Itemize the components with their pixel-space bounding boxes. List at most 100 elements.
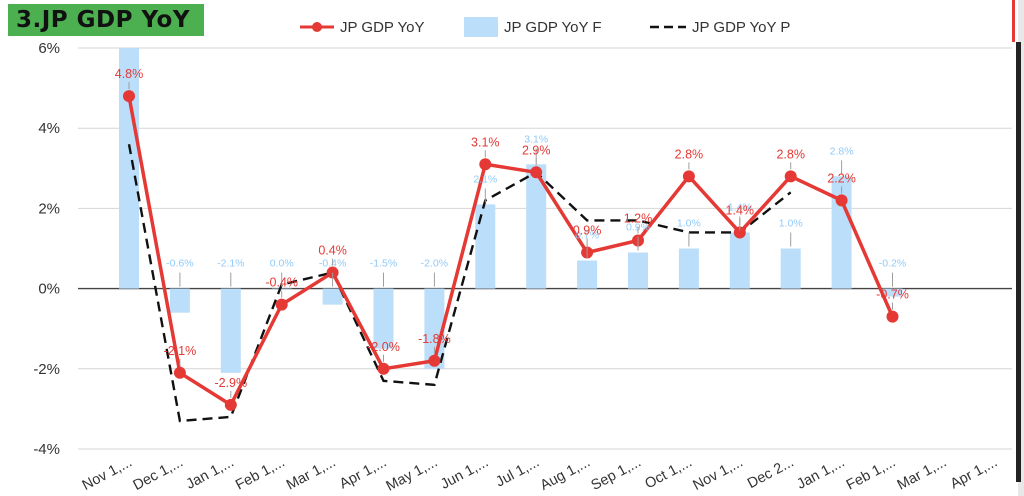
actual-point bbox=[835, 194, 848, 207]
forecast-bar bbox=[220, 288, 241, 373]
forecast-data-label: 2.8% bbox=[830, 145, 854, 157]
actual-data-label: 1.4% bbox=[726, 203, 755, 217]
actual-data-label: 3.1% bbox=[471, 135, 500, 149]
forecast-data-label: 0.7% bbox=[575, 230, 599, 242]
forecast-data-label: 1.0% bbox=[779, 218, 803, 230]
x-tick-label: Apr 1,... bbox=[948, 454, 1000, 492]
legend-label-forecast: JP GDP YoY F bbox=[504, 19, 602, 36]
actual-data-label: 2.8% bbox=[675, 147, 704, 161]
x-tick-label: Dec 1,... bbox=[131, 454, 186, 493]
actual-data-label: -0.4% bbox=[265, 276, 298, 290]
actual-point bbox=[173, 366, 186, 379]
forecast-data-label: 3.1% bbox=[524, 133, 548, 145]
actual-data-label: 1.2% bbox=[624, 211, 653, 225]
x-tick-label: Aug 1,... bbox=[538, 454, 593, 493]
forecast-bar bbox=[475, 204, 496, 289]
forecast-data-label: -2.0% bbox=[421, 258, 448, 270]
forecast-bar bbox=[678, 248, 699, 289]
forecast-bars bbox=[119, 48, 903, 373]
actual-point bbox=[326, 266, 339, 279]
actual-data-label: 2.2% bbox=[827, 171, 856, 185]
x-tick-label: Sep 1,... bbox=[589, 454, 644, 493]
x-tick-label: Apr 1,... bbox=[337, 454, 389, 492]
forecast-bar bbox=[424, 288, 445, 369]
x-tick-label: Jul 1,... bbox=[493, 454, 542, 490]
actual-series-line bbox=[127, 95, 895, 407]
actual-data-label: 0.4% bbox=[318, 244, 347, 258]
x-tick-label: May 1,... bbox=[384, 454, 441, 494]
previous-series-line bbox=[127, 144, 792, 423]
y-tick-label: 0% bbox=[38, 281, 60, 298]
forecast-bar bbox=[169, 288, 190, 313]
actual-point bbox=[682, 170, 695, 183]
actual-point bbox=[530, 166, 543, 179]
actual-data-label: 2.9% bbox=[522, 143, 551, 157]
actual-point bbox=[886, 310, 899, 323]
actual-data-label: -2.0% bbox=[367, 340, 400, 354]
actual-point bbox=[733, 226, 746, 239]
actual-point bbox=[377, 362, 390, 375]
forecast-data-label: -0.6% bbox=[166, 258, 193, 270]
y-axis: 6% 4% 2% 0% -2% -4% bbox=[33, 40, 60, 458]
forecast-data-label: -1.5% bbox=[370, 258, 397, 270]
x-tick-label: Jan 1,... bbox=[184, 454, 237, 492]
forecast-data-label: 0.0% bbox=[270, 258, 294, 270]
forecast-bar bbox=[628, 252, 648, 289]
actual-point bbox=[275, 298, 288, 311]
x-axis: Nov 1,...Dec 1,...Jan 1,...Feb 1,...Mar … bbox=[80, 454, 1000, 494]
data-labels: -0.6% -2.1% 0.0% -0.4% -1.5% -2.0% 2.1% 3.1% 0.7… bbox=[115, 67, 909, 398]
actual-data-label: -2.1% bbox=[164, 344, 197, 358]
actual-data-label: 2.8% bbox=[776, 147, 805, 161]
legend-label-previous: JP GDP YoY P bbox=[692, 19, 790, 36]
forecast-bar bbox=[882, 288, 903, 297]
x-tick-label: Nov 1,... bbox=[690, 454, 745, 493]
y-tick-label: -2% bbox=[33, 361, 60, 378]
x-tick-label: Nov 1,... bbox=[80, 454, 135, 493]
x-tick-label: Mar 1,... bbox=[895, 454, 949, 493]
x-tick-label: Mar 1,... bbox=[284, 454, 338, 493]
edge-accent-black bbox=[1016, 42, 1021, 482]
legend-item-actual[interactable]: JP GDP YoY bbox=[300, 19, 425, 36]
legend-item-previous[interactable]: JP GDP YoY P bbox=[650, 19, 790, 36]
x-tick-label: Jun 1,... bbox=[438, 454, 491, 492]
y-tick-label: 2% bbox=[38, 200, 60, 217]
actual-data-label: -1.8% bbox=[418, 332, 451, 346]
actual-point bbox=[123, 90, 135, 103]
forecast-data-label: 1.4% bbox=[728, 201, 752, 213]
x-tick-label: Feb 1,... bbox=[844, 454, 898, 493]
actual-line bbox=[123, 90, 899, 411]
legend-item-forecast[interactable]: JP GDP YoY F bbox=[464, 17, 602, 37]
legend-label-actual: JP GDP YoY bbox=[340, 19, 425, 36]
chart-title: 3.JP GDP YoY bbox=[8, 4, 204, 36]
y-tick-label: 6% bbox=[38, 40, 60, 57]
actual-data-label: 0.9% bbox=[573, 224, 602, 238]
forecast-bar bbox=[119, 48, 139, 289]
x-tick-label: Dec 2... bbox=[745, 454, 797, 492]
edge-accent-red bbox=[1012, 0, 1015, 42]
forecast-bar bbox=[780, 248, 801, 289]
forecast-bar bbox=[577, 260, 598, 289]
forecast-bar bbox=[831, 176, 852, 289]
forecast-bar bbox=[729, 232, 750, 289]
actual-data-label: -2.9% bbox=[214, 376, 247, 390]
y-tick-label: 4% bbox=[38, 120, 60, 137]
forecast-data-label: 1.0% bbox=[677, 218, 701, 230]
legend: JP GDP YoY JP GDP YoY F JP GDP YoY P bbox=[300, 17, 790, 37]
x-tick-label: Jan 1,... bbox=[794, 454, 847, 492]
actual-point bbox=[479, 158, 492, 171]
forecast-data-label: 2.1% bbox=[473, 173, 497, 185]
actual-data-label: 4.8% bbox=[115, 67, 144, 81]
forecast-bar bbox=[322, 288, 343, 305]
forecast-data-label: -2.1% bbox=[217, 258, 244, 270]
y-tick-label: -4% bbox=[33, 441, 60, 458]
window-edge bbox=[1018, 0, 1024, 496]
gridlines bbox=[78, 47, 1012, 450]
actual-data-label: -0.7% bbox=[876, 288, 909, 302]
forecast-bar bbox=[271, 288, 292, 290]
x-tick-label: Oct 1,... bbox=[642, 454, 694, 492]
forecast-bar bbox=[526, 164, 547, 289]
actual-point bbox=[784, 170, 797, 183]
x-tick-label: Feb 1,... bbox=[233, 454, 287, 493]
actual-point bbox=[428, 354, 441, 367]
